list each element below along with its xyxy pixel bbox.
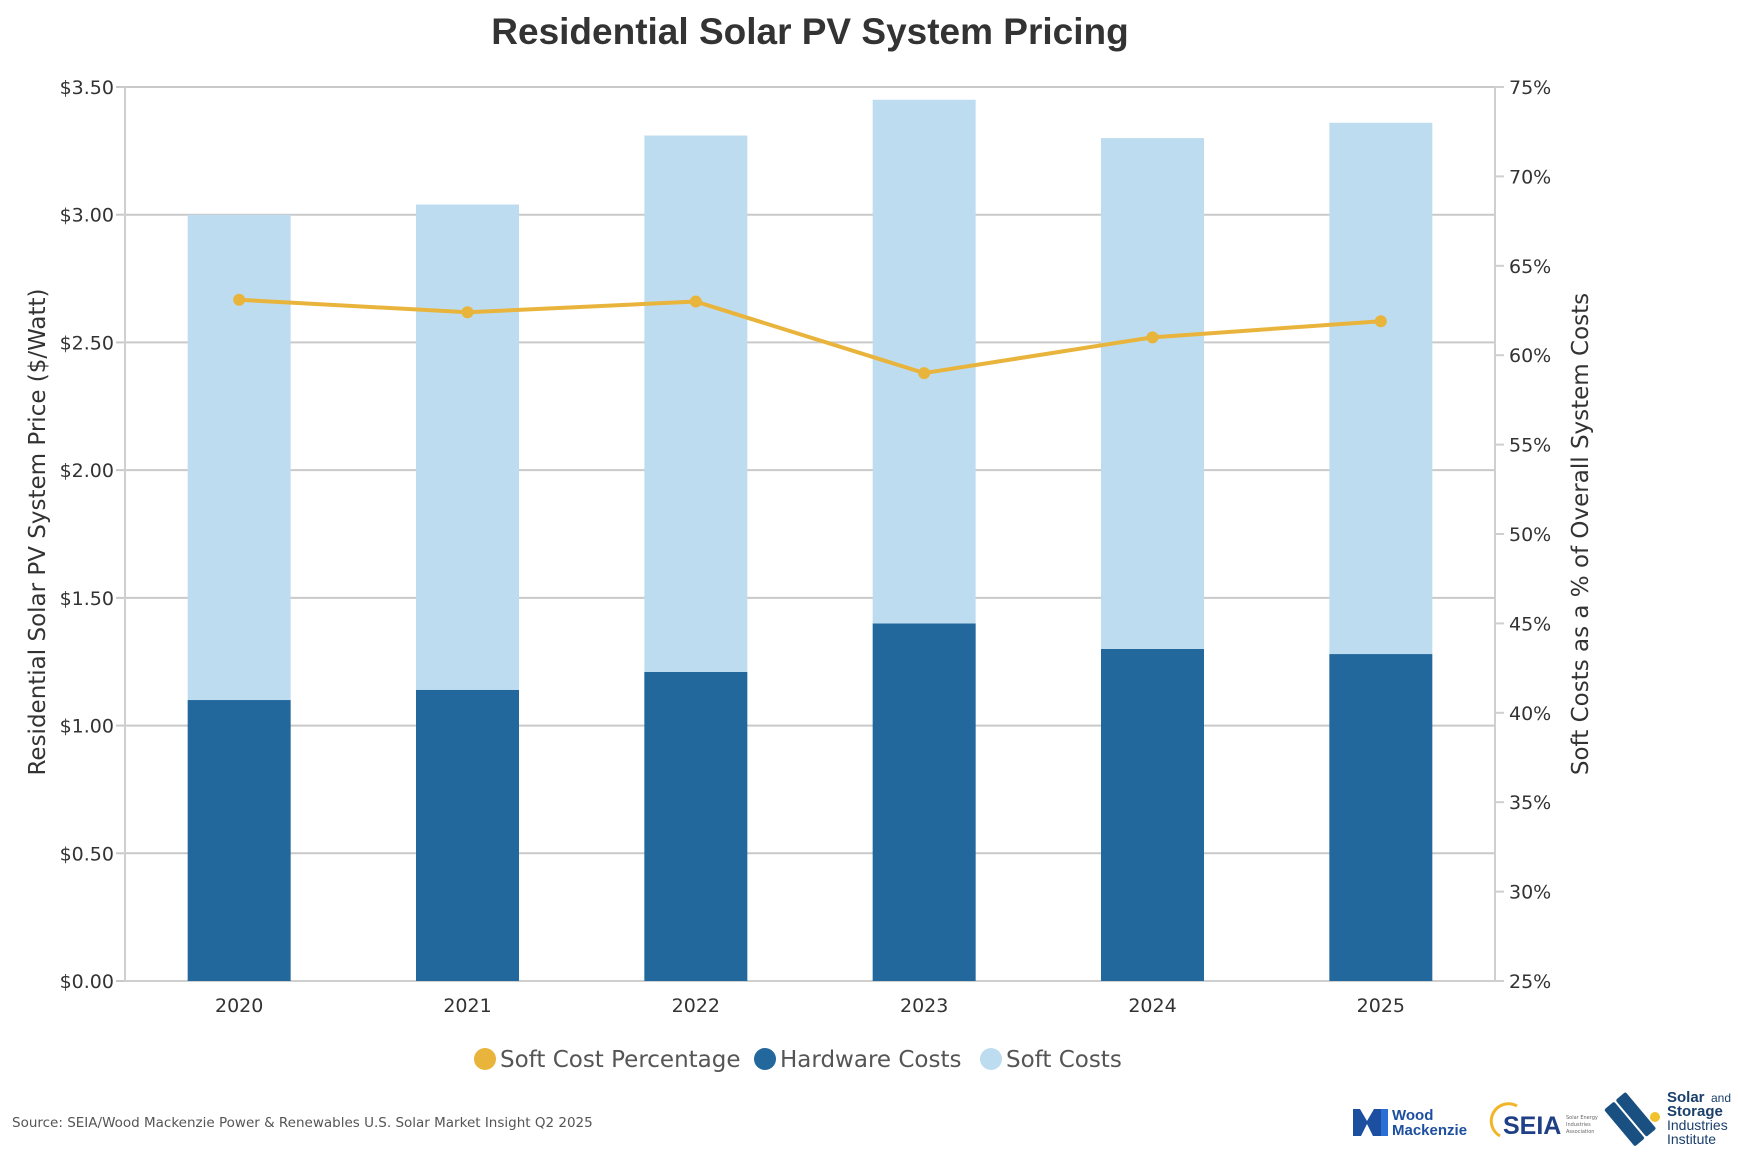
left-tick-label: $2.00 <box>60 460 114 482</box>
right-tick-label: 55% <box>1509 435 1551 457</box>
wood-mackenzie-logo-line2: Mackenzie <box>1392 1122 1467 1139</box>
seia-logo: SEIA Solar Energy Industries Association <box>1489 1102 1598 1140</box>
hardware-cost-bar-2022 <box>644 671 748 981</box>
right-tick-label: 40% <box>1509 703 1551 725</box>
chart-title: Residential Solar PV System Pricing <box>491 11 1128 52</box>
soft-cost-percentage-line <box>233 293 1387 380</box>
x-tick-label: 2020 <box>215 995 263 1017</box>
legend-label: Soft Cost Percentage <box>500 1047 741 1073</box>
soft-cost-percentage-polyline <box>239 297 1381 376</box>
seia-sun-arc-icon <box>1489 1102 1518 1138</box>
source-note: Source: SEIA/Wood Mackenzie Power & Rene… <box>12 1115 593 1131</box>
x-tick-label: 2025 <box>1357 995 1405 1017</box>
hardware-cost-bar-2020 <box>187 700 291 981</box>
right-tick-label: 50% <box>1509 524 1551 546</box>
left-tick-label: $1.50 <box>60 588 114 610</box>
seia-subtitle-3: Association <box>1566 1129 1594 1135</box>
left-axis-ticks: $0.00 $0.50 $1.00 $1.50 $2.00 $2.50 $3.00 $3.50 <box>60 77 114 993</box>
ssii-line2: Storage <box>1667 1103 1723 1120</box>
soft-cost-percentage-point-2023 <box>918 367 931 380</box>
left-tick-label: $2.50 <box>60 332 114 354</box>
soft-cost-bar-2024 <box>1101 138 1204 649</box>
wood-mackenzie-mark-icon <box>1353 1109 1381 1136</box>
right-tick-label: 45% <box>1509 613 1551 635</box>
soft-cost-bar-2025 <box>1329 122 1433 655</box>
ssii-line1a: Solar <box>1667 1089 1705 1106</box>
ssii-line4: Institute <box>1667 1131 1716 1147</box>
wood-mackenzie-logo: Wood Mackenzie <box>1353 1107 1467 1139</box>
legend-swatch-2 <box>754 1048 776 1070</box>
legend-swatch-1 <box>474 1048 496 1070</box>
hardware-cost-bar-2021 <box>416 689 519 981</box>
left-tick-label: $0.50 <box>60 843 114 865</box>
left-axis-title: Residential Solar PV System Price ($/Wat… <box>25 288 51 775</box>
wood-mackenzie-mark-accent-icon <box>1381 1109 1388 1136</box>
ssii-line3: Industries <box>1667 1117 1728 1133</box>
right-tick-label: 75% <box>1509 77 1551 99</box>
seia-logo-name: SEIA <box>1503 1112 1561 1140</box>
soft-cost-percentage-point-2025 <box>1374 315 1387 328</box>
soft-cost-bar-2022 <box>644 135 748 672</box>
left-tick-label: $3.00 <box>60 205 114 227</box>
x-axis-ticks: 2020 2021 2022 2023 2024 2025 <box>215 995 1405 1017</box>
soft-cost-bar-2021 <box>416 204 519 690</box>
right-tick-label: 70% <box>1509 166 1551 188</box>
bars <box>187 99 1433 981</box>
hardware-cost-bar-2025 <box>1329 654 1433 981</box>
right-axis-ticks: 25% 30% 35% 40% 45% 50% 55% 60% 65% 70% 75% <box>1509 77 1551 993</box>
left-tick-label: $3.50 <box>60 77 114 99</box>
ssii-logo: Solar and Storage Industries Institute <box>1604 1089 1731 1147</box>
hardware-cost-bar-2024 <box>1101 648 1204 981</box>
right-tick-label: 60% <box>1509 345 1551 367</box>
soft-cost-percentage-point-2022 <box>689 295 702 308</box>
wood-mackenzie-logo-line1: Wood <box>1392 1107 1433 1124</box>
seia-subtitle-2: Industries <box>1566 1122 1591 1128</box>
hardware-cost-bar-2023 <box>872 623 976 981</box>
x-tick-label: 2022 <box>672 995 720 1017</box>
soft-cost-bar-2020 <box>187 214 291 701</box>
right-tick-label: 65% <box>1509 256 1551 278</box>
legend-swatch-3 <box>980 1048 1002 1070</box>
right-tick-label: 30% <box>1509 882 1551 904</box>
ssii-mark-icon <box>1604 1092 1660 1146</box>
legend-label: Hardware Costs <box>780 1047 961 1073</box>
seia-subtitle-1: Solar Energy <box>1566 1115 1598 1121</box>
x-tick-label: 2024 <box>1128 995 1176 1017</box>
gridlines <box>116 86 1504 982</box>
left-tick-label: $1.00 <box>60 716 114 738</box>
right-tick-label: 25% <box>1509 971 1551 993</box>
right-axis-title: Soft Costs as a % of Overall System Cost… <box>1568 293 1594 775</box>
x-tick-label: 2021 <box>443 995 491 1017</box>
soft-cost-percentage-point-2020 <box>233 293 246 306</box>
right-tick-label: 35% <box>1509 792 1551 814</box>
legend-label: Soft Costs <box>1006 1047 1122 1073</box>
soft-cost-percentage-point-2021 <box>461 306 474 319</box>
ssii-line1b: and <box>1711 1091 1731 1105</box>
soft-cost-percentage-point-2024 <box>1146 331 1159 344</box>
x-tick-label: 2023 <box>900 995 948 1017</box>
legend: Soft Cost Percentage Hardware Costs Soft C… <box>474 1047 1122 1073</box>
left-tick-label: $0.00 <box>60 971 114 993</box>
